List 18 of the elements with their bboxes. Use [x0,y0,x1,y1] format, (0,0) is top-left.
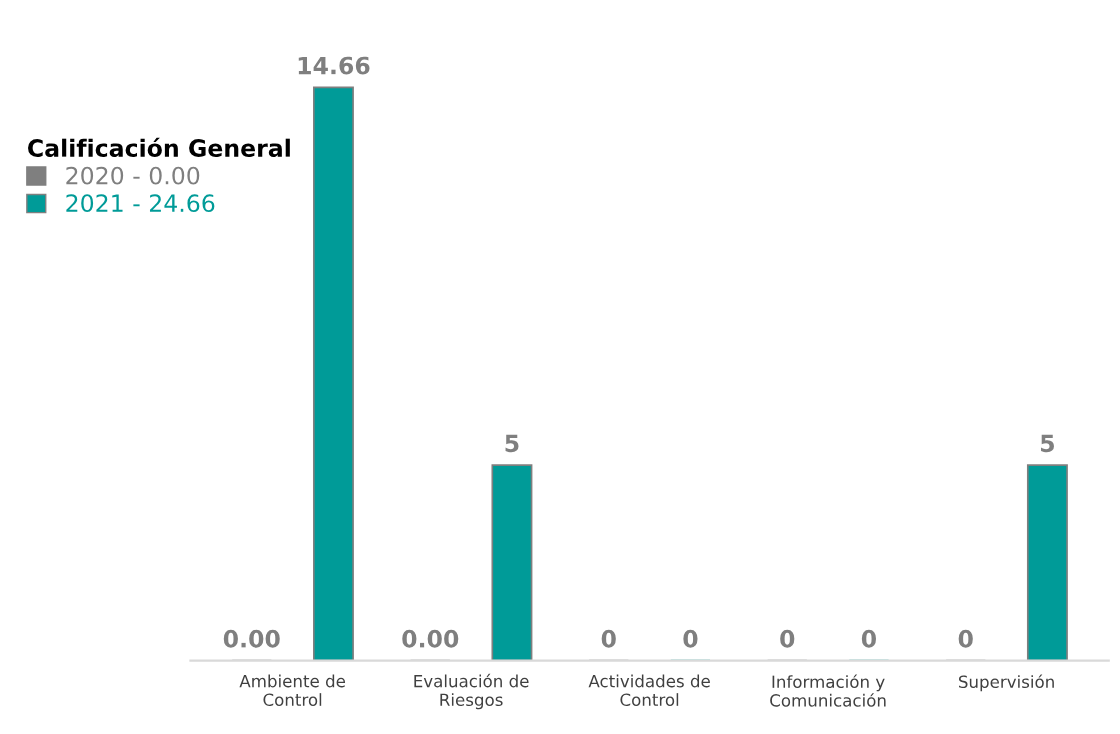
data-label: 0.00 [223,629,280,648]
legend-label: 2021 - 24.66 [66,194,215,213]
data-label: 0 [780,629,795,648]
x-tick-label: Evaluación de Riesgos [414,673,529,710]
legend-title: Calificación General [28,137,290,157]
x-tick-label: Ambiente de Control [239,674,346,707]
data-label: 0.00 [402,629,459,648]
data-label: 0 [958,629,973,648]
data-label: 5 [1041,434,1054,453]
legend-label: 2020 - 0.00 [66,166,200,185]
x-tick-label: Supervisión [958,674,1054,692]
x-tick-label: Información y Comunicación [770,674,886,707]
data-label: 14.66 [298,56,370,75]
x-tick-label: Actividades de Control [588,674,710,707]
data-label: 5 [505,434,519,453]
data-label: 0 [601,629,616,648]
data-label: 0 [683,629,698,648]
data-label: 0 [861,629,877,648]
